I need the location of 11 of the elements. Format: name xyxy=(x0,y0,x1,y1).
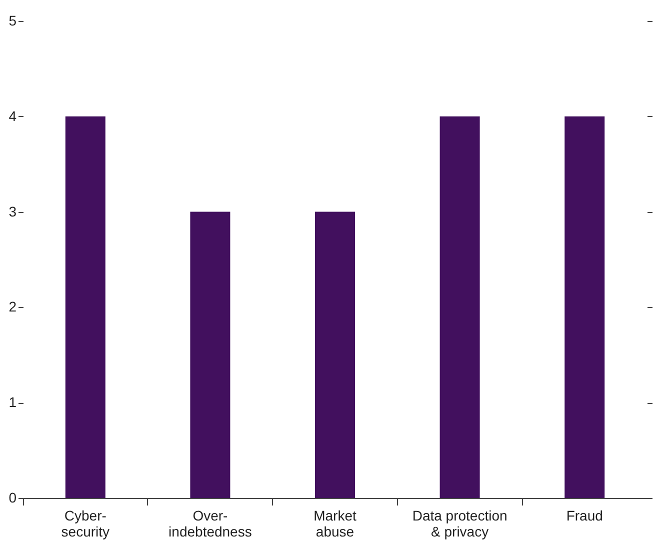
y-tick-label: 0 xyxy=(8,490,17,506)
x-tick-label: Over- indebtedness xyxy=(168,508,252,540)
y-tick-label: 2 xyxy=(8,298,17,315)
y-tick-label: 3 xyxy=(8,203,17,220)
y-tick-label: 4 xyxy=(8,108,17,124)
x-tick-label: Fraud xyxy=(566,508,603,524)
y-tick-label: 1 xyxy=(8,394,17,410)
y-tick-label: 5 xyxy=(8,12,17,28)
x-tick-label: Cyber- security xyxy=(61,508,110,540)
x-tick-label: Data protection & privacy xyxy=(412,508,508,540)
x-tick-label: Market abuse xyxy=(314,508,356,540)
